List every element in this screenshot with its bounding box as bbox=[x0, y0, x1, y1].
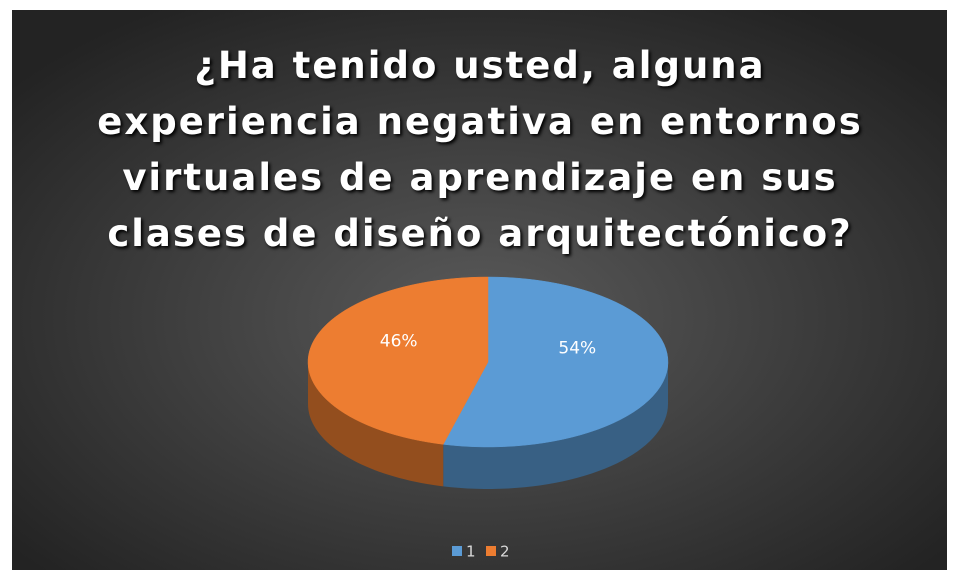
slice-side bbox=[443, 362, 668, 489]
legend-label: 1 bbox=[466, 543, 476, 561]
slice bbox=[442, 276, 669, 448]
data-label: 54% bbox=[558, 339, 596, 359]
legend-swatch bbox=[452, 546, 462, 556]
slice bbox=[307, 276, 489, 445]
legend-swatch bbox=[486, 546, 496, 556]
slice-side bbox=[308, 362, 444, 487]
legend-label: 2 bbox=[500, 543, 510, 561]
data-label: 46% bbox=[380, 331, 418, 351]
chart-title: ¿Ha tenido usted, alguna experiencia neg… bbox=[97, 44, 863, 255]
